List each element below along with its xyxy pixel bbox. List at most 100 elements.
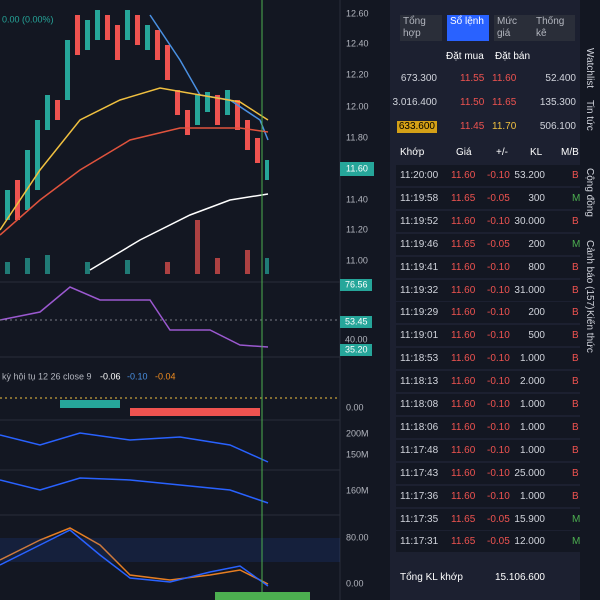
trade-time: 11:19:01 bbox=[400, 330, 439, 342]
trade-volume: 30.000 bbox=[514, 215, 545, 227]
rsi-label: 40.00 bbox=[345, 334, 368, 344]
trade-volume: 300 bbox=[528, 192, 545, 204]
rsi-badge bbox=[340, 279, 372, 291]
trade-time: 11:17:35 bbox=[400, 513, 439, 525]
trade-volume: 200 bbox=[528, 307, 545, 319]
trade-side: M bbox=[572, 536, 581, 548]
trade-time: 11:19:46 bbox=[400, 238, 439, 250]
trade-volume: 200 bbox=[528, 238, 545, 250]
trade-volume: 1.000 bbox=[519, 444, 545, 456]
trade-price: 11.60 bbox=[451, 376, 476, 388]
candles bbox=[5, 10, 269, 220]
row-bg bbox=[396, 485, 580, 507]
sell-price: 11.65 bbox=[492, 97, 517, 108]
row-bg bbox=[396, 279, 580, 301]
sidebar-tab[interactable]: Watchlist bbox=[584, 48, 595, 89]
trade-side: B bbox=[572, 490, 579, 502]
trade-price: 11.60 bbox=[451, 399, 476, 410]
trade-time: 11:18:08 bbox=[400, 399, 439, 410]
tab[interactable]: Thống kê bbox=[533, 15, 575, 41]
rsi-badge bbox=[340, 344, 372, 356]
indicator-value: -0.04 bbox=[155, 371, 176, 381]
sidebar-tab[interactable]: Tin tức bbox=[584, 100, 595, 131]
trade-price: 11.60 bbox=[451, 307, 476, 319]
sidebar-tab[interactable]: Cộng đồng bbox=[584, 168, 595, 217]
trade-price: 11.65 bbox=[451, 238, 476, 250]
row-bg bbox=[396, 371, 580, 393]
indicator-value: -0.10 bbox=[127, 371, 148, 381]
trade-change: -0.10 bbox=[487, 215, 510, 227]
tab[interactable]: Tổng hợp bbox=[400, 15, 442, 41]
price-axis-label: 11.20 bbox=[346, 224, 368, 234]
row-bg bbox=[396, 325, 580, 347]
price-axis-label: 11.80 bbox=[346, 132, 368, 142]
trade-price: 11.60 bbox=[451, 467, 476, 479]
trade-price: 11.60 bbox=[451, 261, 476, 273]
trade-side: B bbox=[572, 467, 579, 479]
trade-side: B bbox=[572, 284, 579, 296]
trade-volume: 15.900 bbox=[514, 513, 545, 525]
trade-side: B bbox=[572, 330, 579, 342]
trade-time: 11:19:29 bbox=[400, 307, 439, 319]
trade-volume: 25.000 bbox=[514, 467, 545, 479]
row-bg bbox=[396, 210, 580, 232]
buy-price: 11.45 bbox=[460, 121, 485, 132]
trade-change: -0.05 bbox=[487, 536, 510, 548]
rsi-label: 35.20 bbox=[345, 344, 368, 354]
trade-volume: 12.000 bbox=[514, 536, 545, 548]
trade-time: 11:17:43 bbox=[400, 467, 439, 479]
trade-side: B bbox=[572, 444, 579, 456]
trade-change: -0.10 bbox=[487, 307, 510, 319]
trade-price: 11.60 bbox=[451, 170, 476, 181]
trade-volume: 1.000 bbox=[519, 353, 545, 365]
volume-bars bbox=[5, 220, 269, 274]
trade-side: M bbox=[572, 238, 581, 250]
row-bg bbox=[396, 531, 580, 553]
trade-price: 11.60 bbox=[451, 330, 476, 342]
trade-side: B bbox=[572, 376, 579, 388]
tab[interactable]: Mức giá bbox=[494, 15, 536, 41]
trade-change: -0.10 bbox=[487, 467, 510, 479]
trade-volume: 500 bbox=[528, 330, 545, 342]
trade-price: 11.60 bbox=[451, 353, 476, 365]
price-axis-label: 12.40 bbox=[346, 38, 369, 48]
trade-price: 11.60 bbox=[451, 444, 476, 456]
price-axis-label: 11.40 bbox=[346, 194, 368, 204]
sidebar-tab[interactable]: Kiến thức bbox=[584, 310, 595, 353]
trade-change: -0.10 bbox=[487, 330, 510, 342]
trade-price: 11.65 bbox=[451, 513, 476, 525]
trade-change: -0.10 bbox=[487, 490, 510, 502]
sidebar-tab[interactable]: Cảnh báo (157) bbox=[584, 240, 595, 310]
sell-volume: 506.100 bbox=[539, 121, 576, 132]
trade-header: +/- bbox=[496, 147, 508, 158]
chart-area: 0.00 (0.00%) 12.60 12.40 12.20 12.00 11.80 11.… bbox=[0, 0, 374, 600]
trade-header: Giá bbox=[456, 147, 472, 158]
row-bg bbox=[396, 508, 580, 530]
trade-time: 11:20:00 bbox=[400, 170, 439, 181]
buy-price: 11.55 bbox=[460, 73, 485, 84]
row-bg bbox=[396, 348, 580, 370]
trade-time: 11:19:32 bbox=[400, 284, 439, 296]
summary-label: Tổng KL khớp bbox=[400, 572, 463, 583]
trade-volume: 1.000 bbox=[519, 421, 545, 433]
summary-value: 15.106.600 bbox=[494, 572, 545, 583]
trade-time: 11:19:41 bbox=[400, 261, 439, 273]
lower-axis-label: 80.00 bbox=[346, 532, 369, 542]
trade-price: 11.65 bbox=[451, 536, 476, 548]
trade-time: 11:18:53 bbox=[400, 353, 439, 365]
trade-price: 11.60 bbox=[451, 284, 476, 296]
buy-price: 11.50 bbox=[460, 97, 485, 108]
row-bg bbox=[396, 439, 580, 461]
trade-volume: 53.200 bbox=[514, 170, 545, 181]
status-text: 0.00 (0.00%) bbox=[2, 14, 54, 24]
header: Đặt bán bbox=[495, 51, 531, 62]
trade-side: M bbox=[572, 192, 581, 204]
trade-volume: 1.000 bbox=[519, 490, 545, 502]
row-bg bbox=[396, 302, 580, 324]
indicator-value: -0.06 bbox=[100, 371, 121, 381]
indicator-title: kỳ hội tụ 12 26 close 9 bbox=[2, 371, 92, 381]
buy-volume: 633.600 bbox=[396, 121, 437, 133]
tab[interactable]: Sổ lệnh bbox=[447, 15, 489, 41]
trade-side: M bbox=[572, 513, 581, 525]
